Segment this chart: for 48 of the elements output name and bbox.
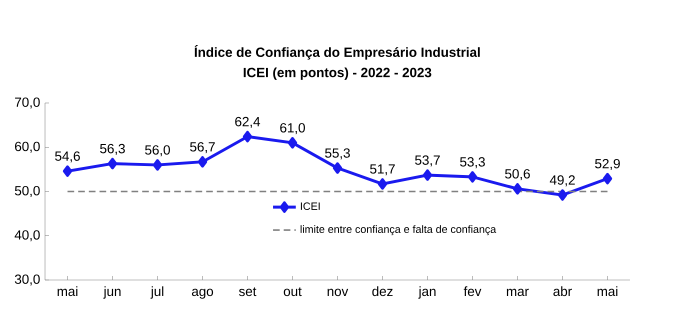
point — [108, 158, 118, 170]
point — [242, 130, 252, 142]
data-label: 56,0 — [145, 145, 170, 156]
data-label: 53,7 — [415, 155, 440, 166]
chart-title: Índice de Confiança do Empresário Industrial — [194, 45, 480, 60]
x-tick-label: jul — [150, 286, 164, 299]
point — [512, 183, 522, 195]
data-label: 62,4 — [235, 116, 260, 128]
y-tick-label: 70,0 — [15, 97, 40, 109]
x-tick-label: jun — [103, 286, 121, 299]
x-tick-label: set — [238, 287, 256, 296]
data-label: 52,9 — [595, 158, 620, 170]
point — [62, 165, 72, 177]
y-tick-label: 50,0 — [14, 186, 40, 198]
y-tick-label: 40,0 — [14, 230, 40, 242]
data-label: 51,7 — [370, 164, 395, 176]
y-tick-label: 60,0 — [15, 142, 40, 153]
x-tick-label: fev — [464, 286, 482, 296]
point — [152, 159, 162, 171]
point — [422, 169, 432, 181]
data-label: 56,3 — [100, 144, 125, 155]
point — [332, 162, 342, 174]
point — [288, 137, 298, 149]
legend-label: limite entre confiança e falta de confiança — [300, 225, 496, 236]
x-tick-label: jan — [418, 286, 436, 299]
point — [602, 172, 612, 184]
data-label: 50,6 — [505, 169, 530, 180]
chart-subtitle: ICEI (em pontos) - 2022 - 2023 — [244, 67, 432, 80]
x-tick-label: out — [284, 287, 302, 296]
point — [468, 171, 478, 183]
x-tick-label: ago — [192, 288, 214, 299]
x-tick-label: mai — [598, 286, 618, 296]
x-tick-label: dez — [372, 286, 393, 296]
data-label: 56,7 — [190, 142, 215, 154]
data-label: 54,6 — [55, 151, 80, 162]
y-tick-label: 30,0 — [14, 274, 40, 286]
legend-label: ICEI — [300, 202, 320, 210]
data-label: 61,0 — [280, 123, 305, 134]
point — [378, 178, 388, 190]
x-tick-label: abr — [553, 286, 572, 296]
data-label: 53,3 — [460, 157, 485, 168]
point — [558, 189, 568, 201]
data-label: 55,3 — [325, 148, 350, 160]
data-label: 49,2 — [550, 175, 575, 186]
x-tick-label: nov — [328, 288, 348, 296]
x-tick-label: mar — [506, 288, 529, 296]
x-tick-label: mai — [58, 286, 78, 296]
point — [198, 156, 208, 168]
